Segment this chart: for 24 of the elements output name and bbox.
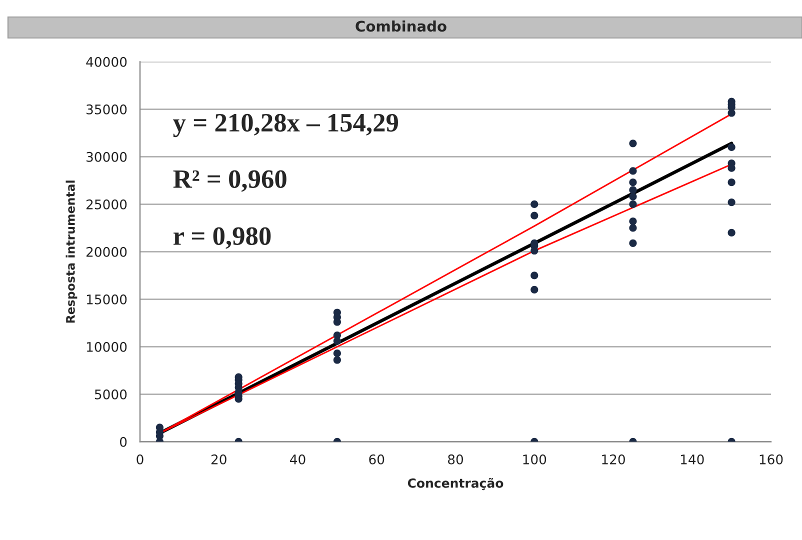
x-tick-label: 0	[136, 454, 144, 464]
y-tick-label: 0	[120, 436, 127, 447]
y-tick-label: 35000	[86, 104, 127, 114]
chart-title: Combinado	[356, 20, 446, 32]
annotation: r = 0,980	[174, 227, 271, 249]
y-tick-label: 40000	[86, 56, 127, 67]
x-tick-label: 100	[523, 454, 546, 464]
x-tick-label: 160	[760, 454, 783, 464]
y-tick-label: 5000	[94, 389, 127, 400]
y-axis-title: Resposta intrumental	[66, 180, 78, 323]
x-tick-label: 120	[602, 454, 625, 464]
y-tick-label: 10000	[86, 342, 127, 352]
x-tick-label: 80	[448, 454, 464, 464]
annotation: y = 210,28x – 154,29	[173, 114, 398, 138]
y-tick-label: 15000	[86, 294, 127, 304]
y-tick-label: 30000	[86, 152, 127, 162]
x-tick-label: 40	[290, 454, 306, 464]
y-tick-label: 20000	[86, 246, 127, 257]
y-tick-label: 25000	[86, 199, 127, 210]
x-axis-title: Concentração	[408, 478, 504, 490]
x-tick-label: 20	[211, 454, 226, 464]
annotation: R² = 0,960	[173, 170, 286, 192]
x-tick-label: 140	[680, 454, 704, 464]
x-tick-label: 60	[369, 454, 384, 464]
